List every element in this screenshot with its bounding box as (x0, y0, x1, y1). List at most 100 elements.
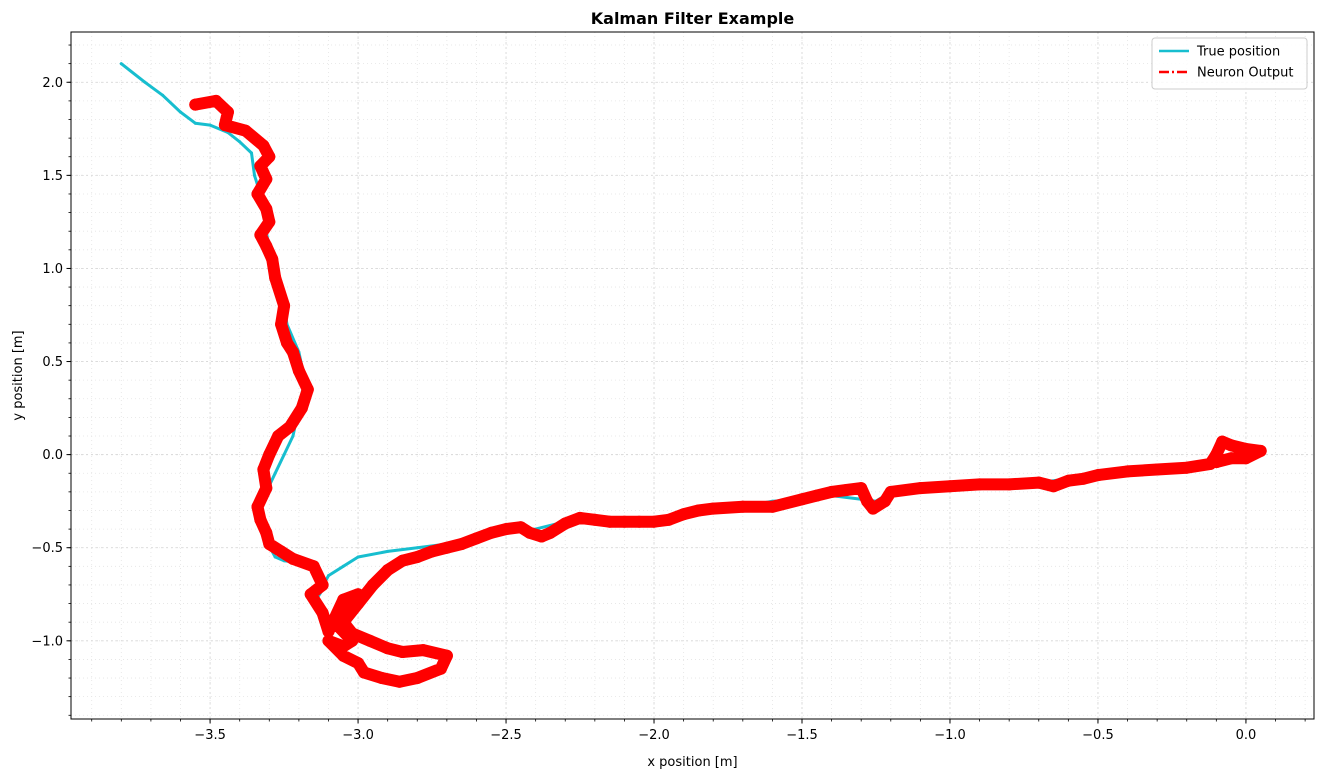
data-point-neuron-output (284, 420, 296, 433)
data-point-neuron-output (396, 554, 409, 567)
data-point-neuron-output (855, 482, 868, 495)
data-point-neuron-output (485, 526, 498, 539)
data-point-neuron-output (1210, 456, 1223, 469)
data-point-neuron-output (825, 485, 838, 498)
y-tick-label: 2.0 (42, 76, 63, 91)
major-grid (71, 32, 1314, 719)
data-point-neuron-output (884, 485, 897, 498)
data-point-neuron-output (292, 364, 305, 377)
data-point-neuron-output (358, 666, 370, 679)
data-point-neuron-output (434, 662, 447, 675)
data-point-neuron-output (275, 318, 288, 331)
x-tick-label: −1.0 (934, 728, 966, 743)
data-point-true-position (250, 151, 253, 155)
data-point-neuron-output (218, 119, 231, 132)
data-point-neuron-output (588, 513, 601, 526)
data-point-true-position (282, 453, 286, 457)
data-point-neuron-output (1239, 452, 1252, 465)
data-point-neuron-output (260, 526, 273, 539)
data-point-neuron-output (1151, 463, 1164, 476)
y-axis-ticks: −1.0 −0.5 0.0 0.5 1.0 1.5 2.0 (31, 44, 71, 716)
data-point-neuron-output (366, 579, 379, 591)
data-point-neuron-output (514, 521, 527, 534)
data-point-neuron-output (523, 526, 536, 539)
y-tick-label: −1.0 (31, 634, 63, 649)
data-point-neuron-output (272, 430, 285, 442)
x-tick-label: −2.0 (638, 728, 670, 743)
data-point-true-position (119, 62, 123, 66)
data-point-neuron-output (1092, 469, 1104, 482)
data-point-neuron-output (440, 649, 453, 662)
data-point-neuron-output (455, 538, 468, 550)
data-point-true-position (386, 549, 390, 553)
data-point-neuron-output (337, 616, 350, 629)
series-layer (119, 62, 1267, 688)
y-axis-label: y position [m] (11, 330, 26, 420)
y-tick-label: 0.0 (42, 448, 63, 463)
legend: True position Neuron Output (1151, 37, 1308, 90)
data-point-neuron-output (263, 215, 276, 228)
data-point-neuron-output (736, 500, 749, 513)
data-point-neuron-output (254, 228, 267, 241)
data-point-true-position (143, 80, 147, 84)
x-tick-label: −0.5 (1082, 728, 1114, 743)
data-point-neuron-output (260, 240, 273, 253)
data-point-true-position (291, 434, 295, 438)
data-point-true-position (356, 555, 360, 559)
data-point-neuron-output (221, 106, 234, 119)
data-point-neuron-output (260, 202, 273, 215)
data-point-neuron-output (363, 634, 376, 647)
data-point-neuron-output (346, 627, 359, 640)
y-tick-label: 1.0 (42, 262, 63, 277)
x-tick-label: −3.0 (342, 728, 374, 743)
legend-label-true-position: True position (1196, 45, 1280, 60)
data-point-neuron-output (322, 634, 335, 647)
data-point-true-position (193, 121, 197, 125)
data-point-neuron-output (257, 139, 270, 152)
data-point-neuron-output (269, 271, 282, 284)
data-point-neuron-output (263, 538, 276, 550)
data-point-neuron-output (500, 523, 513, 536)
data-point-neuron-output (574, 511, 586, 524)
data-point-neuron-output (692, 504, 705, 517)
data-point-neuron-output (411, 551, 424, 563)
data-point-neuron-output (287, 552, 299, 565)
data-point-neuron-output (914, 482, 927, 495)
data-point-neuron-output (287, 346, 299, 359)
data-point-neuron-output (263, 150, 276, 163)
data-point-neuron-output (381, 564, 394, 577)
data-point-neuron-output (1225, 452, 1238, 465)
data-point-true-position (341, 564, 345, 568)
data-point-neuron-output (301, 383, 314, 396)
data-point-neuron-output (810, 489, 823, 502)
chart-title: Kalman Filter Example (591, 9, 795, 28)
data-point-true-position (238, 140, 242, 144)
y-tick-label: 1.5 (42, 169, 63, 184)
data-point-neuron-output (411, 672, 424, 684)
data-point-neuron-output (603, 515, 616, 528)
data-point-neuron-output (251, 188, 264, 200)
data-point-neuron-output (973, 478, 986, 491)
data-point-neuron-output (1062, 474, 1075, 487)
x-tick-label: −3.5 (194, 728, 226, 743)
data-point-neuron-output (1225, 439, 1238, 452)
axes-frame (70, 31, 1315, 720)
data-point-neuron-output (337, 649, 350, 662)
data-point-neuron-output (260, 482, 273, 495)
data-point-true-position (161, 93, 165, 97)
data-point-neuron-output (278, 299, 291, 312)
data-point-neuron-output (263, 448, 276, 461)
data-point-neuron-output (275, 545, 288, 558)
data-point-neuron-output (648, 515, 660, 528)
data-point-neuron-output (352, 597, 365, 610)
legend-label-neuron-output: Neuron Output (1197, 66, 1294, 81)
data-point-true-position (273, 471, 277, 475)
data-point-neuron-output (1032, 476, 1045, 489)
data-point-neuron-output (281, 336, 293, 349)
data-point-true-position (273, 555, 277, 559)
data-point-neuron-output (352, 657, 365, 670)
y-tick-label: −0.5 (31, 541, 63, 556)
data-point-true-position (208, 123, 212, 127)
